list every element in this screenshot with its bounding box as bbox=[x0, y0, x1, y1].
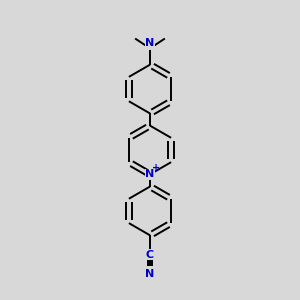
Text: N: N bbox=[146, 169, 154, 179]
Text: N: N bbox=[146, 269, 154, 279]
Text: N: N bbox=[146, 38, 154, 48]
Text: +: + bbox=[152, 163, 160, 173]
Text: C: C bbox=[146, 250, 154, 260]
